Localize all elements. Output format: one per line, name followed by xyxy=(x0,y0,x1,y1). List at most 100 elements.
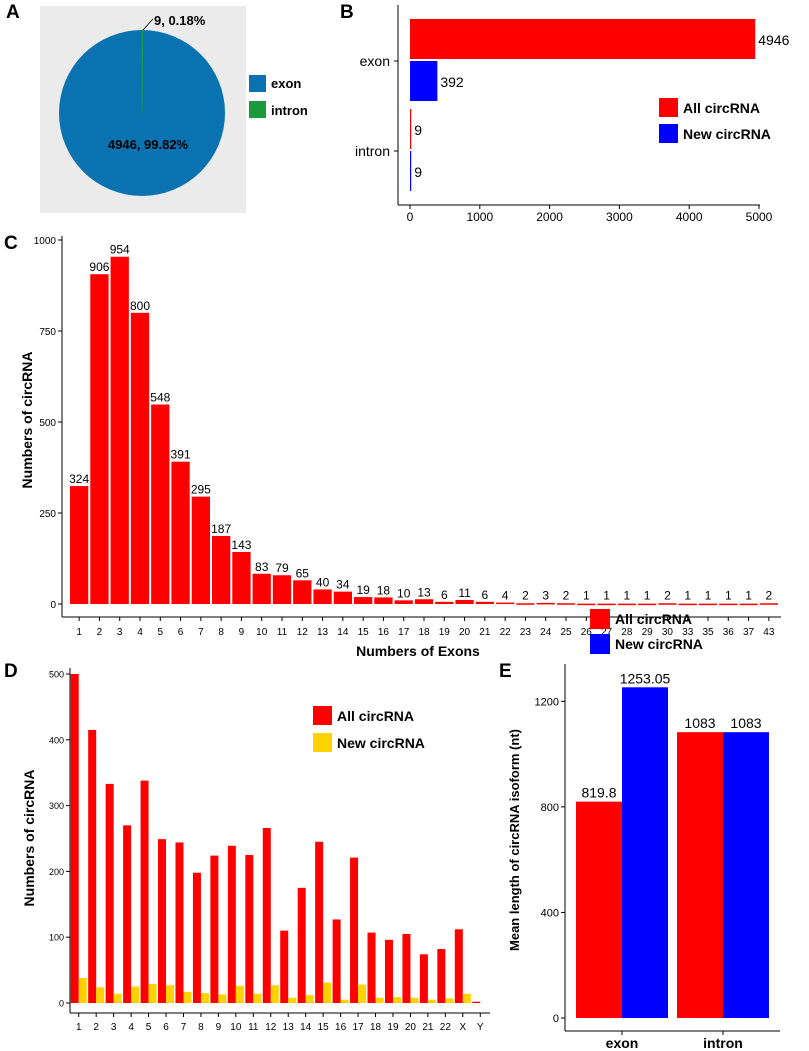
b-category-label: intron xyxy=(355,143,390,159)
c-data-label: 548 xyxy=(150,391,170,405)
c-x-tick-label: 9 xyxy=(239,627,245,638)
c-x-tick-label: 37 xyxy=(743,627,755,638)
d-legend-swatch xyxy=(313,706,332,725)
d-bar xyxy=(183,991,192,1003)
d-y-tick-label: 200 xyxy=(49,867,64,877)
e-x-tick-label: exon xyxy=(606,1035,639,1051)
chart-a-pie: 9, 0.18% 4946, 99.82% exon intron xyxy=(40,6,308,213)
legend-swatch-intron xyxy=(249,101,266,118)
c-x-tick-label: 29 xyxy=(642,627,654,638)
d-bar xyxy=(305,995,314,1003)
d-bar xyxy=(123,825,132,1003)
c-y-tick-label: 500 xyxy=(39,418,56,429)
c-data-label: 1 xyxy=(705,589,712,603)
d-x-tick-label: X xyxy=(459,1022,466,1033)
c-bar xyxy=(151,404,170,604)
d-legend-swatch xyxy=(313,733,332,752)
c-x-tick-label: 28 xyxy=(621,627,633,638)
d-y-tick-label: 100 xyxy=(49,933,64,943)
d-x-tick-label: 21 xyxy=(422,1022,434,1033)
c-x-tick-label: 3 xyxy=(117,627,123,638)
c-data-label: 1 xyxy=(745,589,752,603)
d-bar xyxy=(270,985,279,1003)
c-data-label: 18 xyxy=(377,583,391,597)
e-data-label: 1083 xyxy=(684,715,715,731)
c-y-tick-label: 1000 xyxy=(34,236,57,247)
b-legend-swatch xyxy=(659,124,678,143)
d-x-tick-label: 12 xyxy=(265,1022,277,1033)
d-bar xyxy=(367,932,376,1003)
e-bar xyxy=(576,801,622,1018)
d-x-tick-label: 7 xyxy=(181,1022,187,1033)
b-bar xyxy=(410,61,438,101)
c-bar xyxy=(272,575,292,604)
d-bar xyxy=(340,999,349,1003)
d-bar xyxy=(375,997,384,1003)
d-bar xyxy=(454,929,463,1003)
d-x-tick-label: 4 xyxy=(128,1022,134,1033)
b-data-label: 9 xyxy=(414,164,422,180)
c-data-label: 2 xyxy=(563,589,570,603)
b-data-label: 4946 xyxy=(758,32,789,48)
c-data-label: 6 xyxy=(441,588,448,602)
b-bar xyxy=(410,19,756,59)
d-x-tick-label: 20 xyxy=(405,1022,417,1033)
d-x-tick-label: 22 xyxy=(440,1022,452,1033)
c-data-label: 1 xyxy=(684,589,691,603)
c-data-label: 1 xyxy=(603,589,610,603)
e-data-label: 1083 xyxy=(730,715,761,731)
c-x-tick-label: 8 xyxy=(218,627,224,638)
c-y-tick-label: 750 xyxy=(39,327,56,338)
d-bar xyxy=(297,887,306,1003)
c-data-label: 11 xyxy=(458,586,471,600)
c-data-label: 34 xyxy=(336,578,350,592)
c-data-label: 13 xyxy=(417,585,431,599)
c-bar xyxy=(678,603,697,606)
b-bar xyxy=(410,109,412,149)
c-data-label: 4 xyxy=(502,589,509,603)
c-bar xyxy=(70,486,89,604)
c-x-tick-label: 36 xyxy=(723,627,735,638)
c-x-tick-label: 12 xyxy=(297,627,309,638)
d-legend-label: New circRNA xyxy=(337,735,425,751)
c-bar xyxy=(698,603,718,606)
c-data-label: 906 xyxy=(89,260,109,274)
d-bar xyxy=(419,954,428,1003)
c-x-tick-label: 20 xyxy=(459,627,471,638)
d-bar xyxy=(131,986,140,1003)
d-bar xyxy=(462,993,471,1003)
pie-label-intron: 9, 0.18% xyxy=(154,13,206,28)
e-y-tick-label: 0 xyxy=(553,1013,559,1025)
legend-label-exon: exon xyxy=(271,76,301,91)
c-data-label: 65 xyxy=(296,566,310,580)
c-data-label: 2 xyxy=(766,589,773,603)
e-x-tick-label: intron xyxy=(703,1035,743,1051)
c-x-tick-label: 16 xyxy=(378,627,390,638)
chart-e-mean-length-bar: 0 400 800 1200 819.8 1253.05 exon 1083 1083 intro… xyxy=(507,609,780,1051)
c-bar xyxy=(516,603,535,605)
e-y-axis-title: Mean length of circRNA isoform (nt) xyxy=(507,729,522,951)
c-data-label: 187 xyxy=(211,522,231,536)
c-data-label: 143 xyxy=(231,538,251,552)
d-bar xyxy=(158,839,167,1003)
c-bar xyxy=(130,312,150,604)
e-legend-label: All circRNA xyxy=(615,611,692,627)
d-x-tick-label: 5 xyxy=(146,1022,152,1033)
c-bar xyxy=(658,603,677,605)
d-bar xyxy=(192,872,201,1003)
d-y-tick-label: 500 xyxy=(49,670,64,680)
b-bar xyxy=(410,151,412,191)
c-bar xyxy=(739,603,758,606)
c-data-label: 1 xyxy=(624,589,631,603)
chart-b-horizontal-bar: exon intron 4946 9 392 9 0 1000 2000 3000 4000 5000… xyxy=(355,5,790,224)
b-x-tick-label: 4000 xyxy=(676,210,703,224)
panel-label-e: E xyxy=(499,661,512,682)
d-bar xyxy=(70,674,79,1003)
b-x-tick-label: 0 xyxy=(407,210,414,224)
d-x-tick-label: 19 xyxy=(387,1022,399,1033)
b-x-tick-label: 2000 xyxy=(536,210,563,224)
c-bar xyxy=(475,601,494,604)
e-y-tick-label: 1200 xyxy=(535,696,559,708)
d-y-tick-label: 400 xyxy=(49,735,64,745)
